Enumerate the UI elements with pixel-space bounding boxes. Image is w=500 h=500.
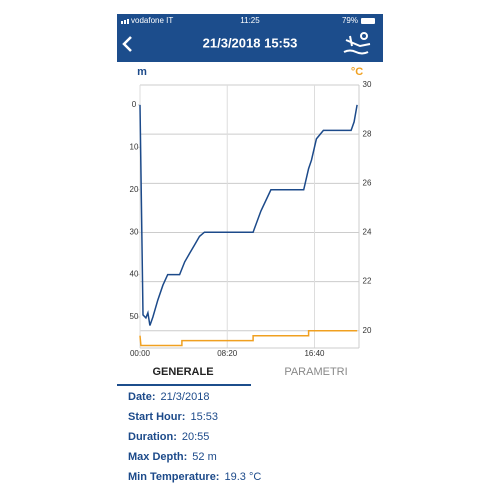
data-line [139, 330, 358, 347]
x-tick-label: 00:00 [130, 349, 151, 358]
y2-tick-label: 28 [363, 129, 372, 138]
detail-value: 20:55 [182, 431, 210, 443]
y-axis-label: m [137, 66, 147, 78]
data-line [139, 104, 358, 326]
detail-value: 19.3 °C [224, 471, 261, 483]
y-tick-label: 20 [130, 185, 139, 194]
y2-tick-label: 22 [363, 277, 372, 286]
y2-axis-label: °C [351, 66, 363, 78]
y2-tick-label: 20 [363, 326, 372, 335]
back-button[interactable] [122, 36, 132, 52]
tab[interactable]: GENERALE [152, 366, 213, 378]
detail-label: Max Depth: [128, 451, 187, 463]
y-tick-label: 10 [130, 142, 139, 151]
top-bar [117, 14, 383, 62]
signal-icon [121, 19, 129, 24]
diver-icon[interactable] [343, 32, 371, 55]
detail-value: 15:53 [190, 411, 218, 423]
x-tick-label: 08:20 [217, 349, 238, 358]
y-tick-label: 0 [132, 100, 137, 109]
y2-tick-label: 30 [363, 80, 372, 89]
detail-label: Start Hour: [128, 411, 185, 423]
detail-label: Duration: [128, 431, 177, 443]
detail-value: 21/3/2018 [161, 391, 210, 403]
detail-label: Date: [128, 391, 156, 403]
battery-icon [361, 18, 375, 24]
x-tick-label: 16:40 [304, 349, 325, 358]
detail-label: Min Temperature: [128, 471, 219, 483]
tab-underline [117, 384, 251, 386]
detail-value: 52 m [192, 451, 216, 463]
y2-tick-label: 24 [363, 228, 372, 237]
y-tick-label: 50 [130, 312, 139, 321]
carrier: vodafone IT [131, 16, 173, 25]
y-tick-label: 40 [130, 270, 139, 279]
header-title: 21/3/2018 15:53 [203, 35, 298, 50]
battery-text: 79% [342, 16, 358, 25]
y2-tick-label: 26 [363, 178, 372, 187]
y-tick-label: 30 [130, 227, 139, 236]
clock: 11:25 [240, 16, 260, 25]
tab[interactable]: PARAMETRI [284, 366, 347, 378]
